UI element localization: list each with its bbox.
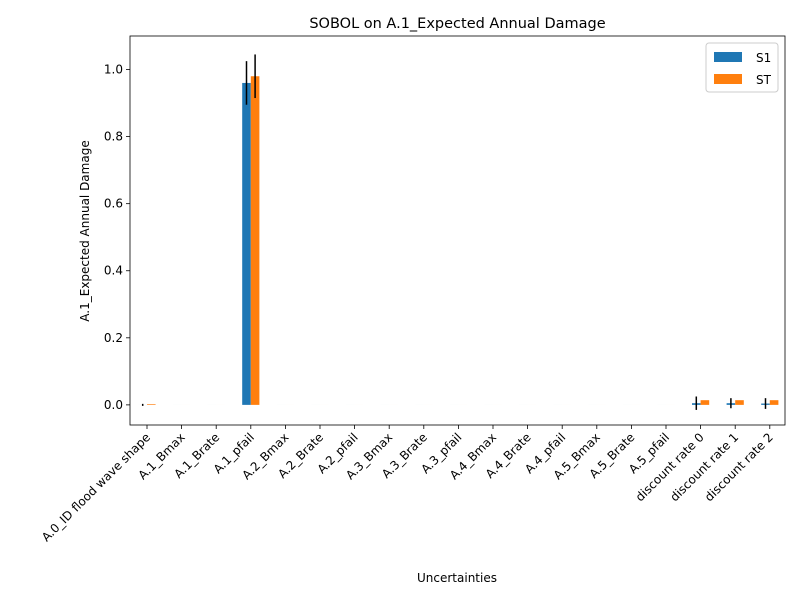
y-tick-label: 0.8	[104, 130, 123, 144]
bar-st	[769, 400, 779, 405]
y-axis: 0.0 0.2 0.4 0.6 0.8 1.0	[104, 63, 130, 412]
bar-st	[735, 400, 744, 405]
y-tick-label: 0.6	[104, 197, 123, 211]
legend-swatch-s1	[714, 52, 742, 62]
bars-layer	[138, 76, 779, 405]
legend-label-s1: S1	[756, 51, 771, 65]
y-tick-label: 0.2	[104, 331, 123, 345]
bar-st	[700, 400, 710, 405]
legend: S1 ST	[705, 42, 779, 93]
y-axis-label: A.1_Expected Annual Damage	[78, 140, 92, 321]
error-bars-layer	[141, 54, 767, 410]
bar-st	[147, 404, 156, 405]
y-tick-label: 0.0	[104, 398, 123, 412]
x-axis: A.0_ID flood wave shapeA.1_BmaxA.1_Brate…	[39, 425, 776, 544]
legend-swatch-st	[714, 74, 742, 84]
bar-s1	[242, 82, 251, 405]
y-tick-label: 0.4	[104, 264, 123, 278]
bar-st	[250, 76, 260, 405]
y-tick-label: 1.0	[104, 63, 123, 77]
chart-title: SOBOL on A.1_Expected Annual Damage	[309, 16, 605, 32]
plot-frame	[129, 35, 786, 426]
x-tick-label: A.0_ID flood wave shape	[39, 430, 153, 544]
x-axis-label: Uncertainties	[417, 571, 497, 585]
legend-label-st: ST	[756, 73, 772, 87]
